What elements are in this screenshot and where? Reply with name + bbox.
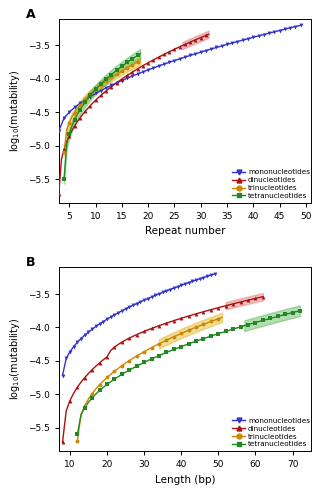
Text: B: B <box>26 256 36 269</box>
X-axis label: Length (bp): Length (bp) <box>155 475 215 485</box>
Text: A: A <box>26 8 36 21</box>
Y-axis label: log$_{10}$(mutability): log$_{10}$(mutability) <box>8 70 22 152</box>
Legend: mononucleotides, dinucleotides, trinucleotides, tetranucleotides: mononucleotides, dinucleotides, trinucle… <box>232 169 310 199</box>
Y-axis label: log$_{10}$(mutability): log$_{10}$(mutability) <box>8 318 22 400</box>
X-axis label: Repeat number: Repeat number <box>145 226 225 236</box>
Legend: mononucleotides, dinucleotides, trinucleotides, tetranucleotides: mononucleotides, dinucleotides, trinucle… <box>232 418 310 448</box>
